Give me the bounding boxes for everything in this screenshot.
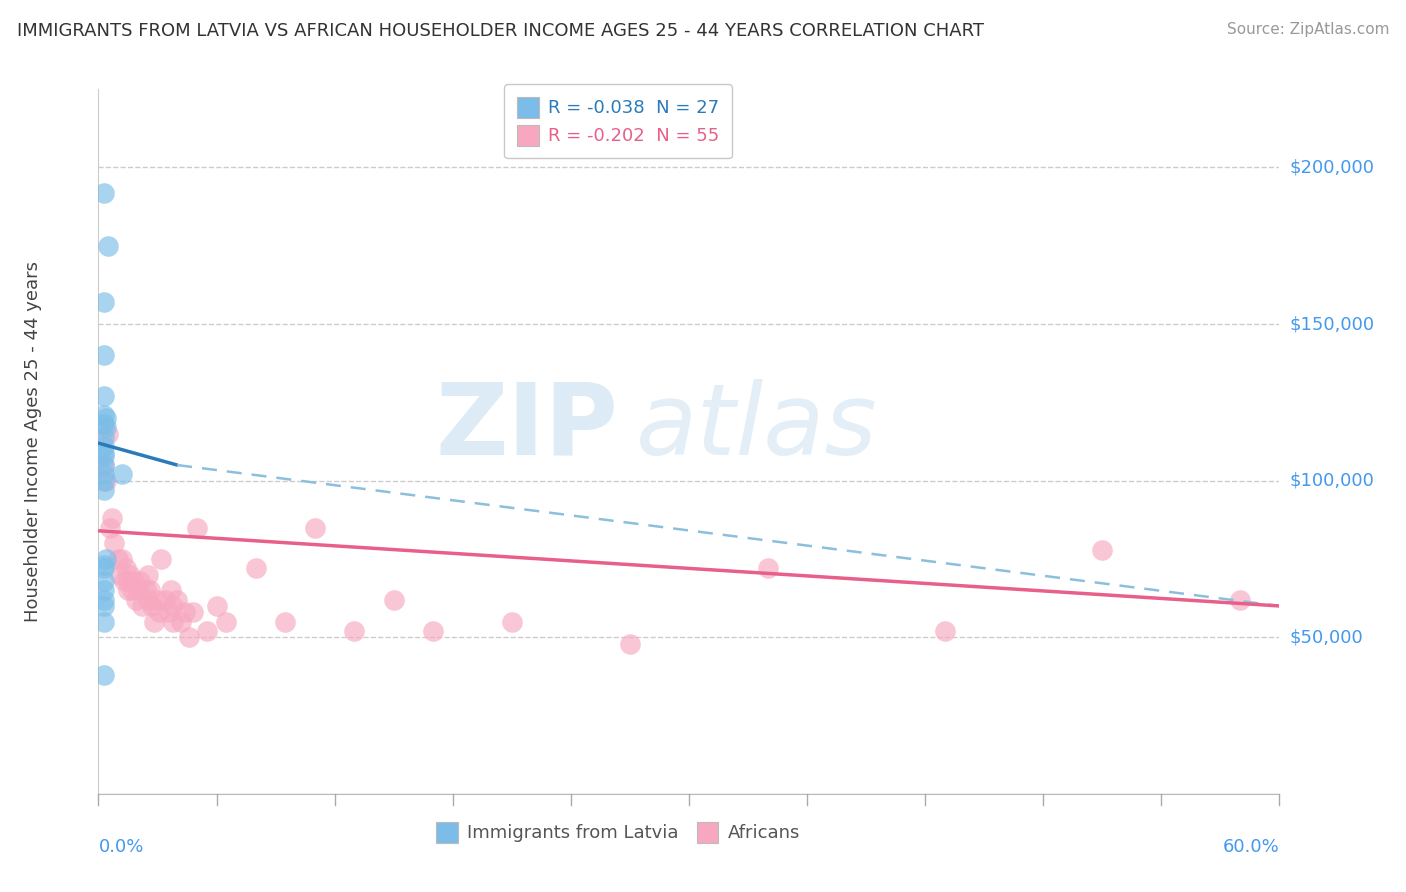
Point — [107, 552, 129, 566]
Point — [93, 561, 115, 575]
Point — [382, 592, 405, 607]
Text: $50,000: $50,000 — [1289, 628, 1362, 647]
Point — [101, 511, 124, 525]
Point — [121, 583, 143, 598]
Point — [93, 668, 115, 682]
Point — [115, 561, 138, 575]
Point — [93, 483, 115, 497]
Point — [934, 624, 956, 638]
Point — [155, 592, 177, 607]
Point — [150, 552, 173, 566]
Point — [93, 458, 115, 472]
Text: 0.0%: 0.0% — [98, 838, 143, 855]
Point — [181, 605, 204, 619]
Point — [1229, 592, 1251, 607]
Point — [122, 574, 145, 588]
Point — [118, 567, 141, 582]
Point — [93, 408, 115, 422]
Point — [160, 583, 183, 598]
Point — [136, 567, 159, 582]
Point — [97, 426, 120, 441]
Point — [205, 599, 228, 613]
Point — [195, 624, 218, 638]
Point — [93, 449, 115, 463]
Point — [138, 583, 160, 598]
Point — [274, 615, 297, 629]
Point — [166, 592, 188, 607]
Point — [135, 583, 157, 598]
Point — [93, 583, 115, 598]
Text: Source: ZipAtlas.com: Source: ZipAtlas.com — [1226, 22, 1389, 37]
Point — [422, 624, 444, 638]
Point — [93, 186, 115, 200]
Point — [93, 430, 115, 444]
Text: atlas: atlas — [636, 379, 877, 476]
Point — [174, 605, 197, 619]
Text: 60.0%: 60.0% — [1223, 838, 1279, 855]
Text: Householder Income Ages 25 - 44 years: Householder Income Ages 25 - 44 years — [24, 261, 42, 622]
Point — [93, 417, 115, 432]
Point — [157, 605, 180, 619]
Point — [93, 445, 115, 459]
Point — [304, 521, 326, 535]
Point — [93, 439, 115, 453]
Point — [111, 552, 134, 566]
Point — [96, 411, 118, 425]
Point — [111, 467, 134, 482]
Point — [93, 467, 115, 482]
Point — [93, 615, 115, 629]
Point — [170, 615, 193, 629]
Point — [93, 599, 115, 613]
Point — [93, 592, 115, 607]
Text: ZIP: ZIP — [436, 379, 619, 476]
Point — [96, 420, 118, 434]
Point — [112, 574, 135, 588]
Point — [1091, 542, 1114, 557]
Point — [142, 615, 165, 629]
Point — [93, 458, 115, 472]
Point — [501, 615, 523, 629]
Point — [245, 561, 267, 575]
Text: IMMIGRANTS FROM LATVIA VS AFRICAN HOUSEHOLDER INCOME AGES 25 - 44 YEARS CORRELAT: IMMIGRANTS FROM LATVIA VS AFRICAN HOUSEH… — [17, 22, 984, 40]
Text: $100,000: $100,000 — [1289, 472, 1374, 490]
Point — [619, 636, 641, 650]
Point — [98, 521, 121, 535]
Point — [117, 583, 139, 598]
Point — [93, 295, 115, 310]
Point — [162, 599, 184, 613]
Point — [177, 630, 200, 644]
Legend: Immigrants from Latvia, Africans: Immigrants from Latvia, Africans — [423, 809, 813, 855]
Point — [131, 599, 153, 613]
Point — [146, 592, 169, 607]
Point — [343, 624, 366, 638]
Point — [186, 521, 208, 535]
Point — [108, 567, 131, 582]
Point — [93, 389, 115, 403]
Point — [756, 561, 779, 575]
Point — [96, 474, 118, 488]
Point — [125, 592, 148, 607]
Point — [97, 239, 120, 253]
Point — [162, 615, 184, 629]
Point — [127, 583, 149, 598]
Point — [148, 605, 170, 619]
Point — [141, 599, 163, 613]
Point — [128, 574, 150, 588]
Point — [215, 615, 238, 629]
Point — [103, 536, 125, 550]
Point — [117, 574, 139, 588]
Point — [93, 558, 115, 573]
Point — [93, 348, 115, 362]
Text: $200,000: $200,000 — [1289, 159, 1374, 177]
Point — [136, 592, 159, 607]
Text: $150,000: $150,000 — [1289, 315, 1375, 333]
Point — [96, 552, 118, 566]
Point — [93, 574, 115, 588]
Point — [93, 474, 115, 488]
